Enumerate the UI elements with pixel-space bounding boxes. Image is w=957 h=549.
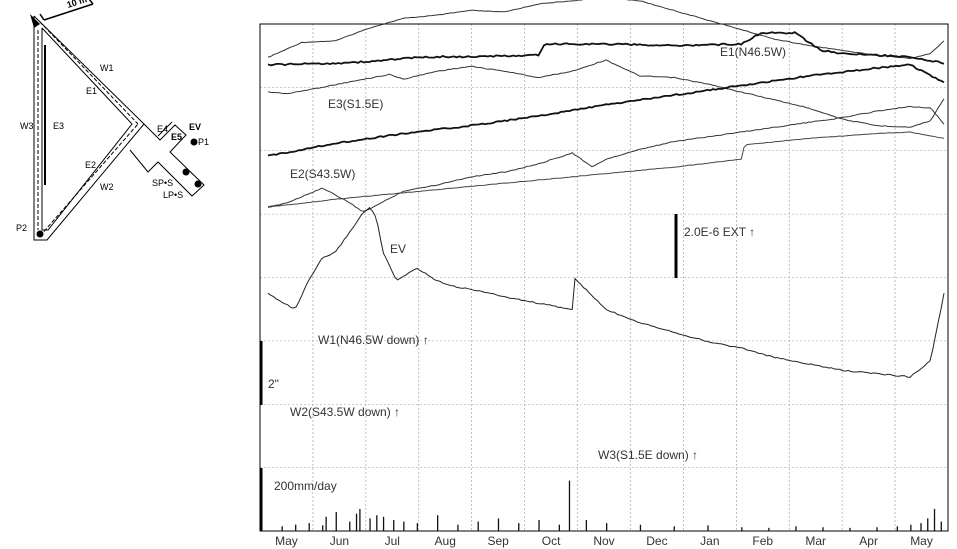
x-axis-ticks: May Jun Jul Aug Sep Oct Nov Dec Jan Feb Mar Apr May: [275, 534, 933, 548]
rain-bar: [920, 523, 922, 531]
map-label-w2: W2: [100, 182, 114, 192]
rain-bar: [558, 524, 560, 531]
rain-bar: [369, 518, 371, 531]
rainfall-bars: [281, 480, 942, 531]
x-tick-label: Feb: [752, 534, 773, 548]
series-line: [267, 131, 945, 208]
map-label-lp: LP•S: [163, 190, 183, 200]
rain-bar: [585, 519, 588, 531]
rain-bar: [606, 523, 608, 531]
rain-bar: [308, 523, 310, 531]
rain-bar: [896, 526, 898, 531]
series-label: W3(S1.5E down) ↑: [598, 448, 698, 462]
map-label-e2: E2: [85, 160, 96, 170]
x-tick-label: Mar: [805, 534, 826, 548]
rain-bar: [927, 518, 929, 531]
rain-bar: [876, 527, 878, 531]
rain-bar: [355, 513, 358, 531]
strain-scale-label: 2.0E-6 EXT ↑: [684, 225, 755, 239]
series-labels: E1(N46.5W) E3(S1.5E) E2(S43.5W) EV W1(N46.5W…: [290, 45, 786, 462]
x-tick-label: Jul: [385, 534, 400, 548]
rain-bar: [322, 525, 324, 531]
x-tick-label: Sep: [487, 534, 509, 548]
map-label-e1: E1: [86, 86, 97, 96]
map-label-e4: E4: [157, 124, 168, 134]
rain-bar: [416, 523, 419, 531]
rain-bar: [376, 515, 378, 531]
x-tick-label: Oct: [542, 534, 561, 548]
rain-bar: [335, 512, 337, 531]
x-tick-label: May: [910, 534, 933, 548]
x-tick-label: May: [275, 534, 298, 548]
series-label: W2(S43.5W down) ↑: [290, 405, 400, 419]
rain-bar: [639, 524, 642, 531]
rain-bar: [325, 516, 327, 531]
rain-bar: [849, 527, 851, 531]
rain-bar: [933, 508, 936, 531]
map-label-e3: E3: [53, 121, 64, 131]
series-label: E2(S43.5W): [290, 167, 355, 181]
series-label: E3(S1.5E): [328, 97, 383, 111]
series-label: E1(N46.5W): [720, 45, 786, 59]
sp-marker: [182, 168, 190, 176]
rain-bar: [457, 524, 459, 531]
rain-bar: [393, 519, 395, 531]
rain-bar: [477, 521, 479, 531]
site-map: 10 m W1 E1 W3 E3 E4 E5 EV P1 E2 W2 SP•S …: [16, 0, 209, 241]
rain-bar: [707, 525, 709, 531]
lp-marker: [194, 180, 202, 188]
series-line: [267, 31, 945, 67]
x-tick-label: Apr: [859, 534, 878, 548]
rain-bar: [910, 524, 912, 531]
series-line: [267, 207, 945, 378]
map-label-ev: EV: [189, 122, 201, 132]
x-tick-label: Jun: [330, 534, 349, 548]
map-label-w1: W1: [100, 63, 114, 73]
map-label-p1: P1: [198, 137, 209, 147]
series-label: EV: [390, 242, 406, 256]
plot-frame: [259, 23, 949, 532]
map-label-w3: W3: [20, 121, 34, 131]
rain-bar: [822, 527, 824, 531]
rain-bar: [795, 526, 797, 531]
p1-marker: [190, 138, 198, 146]
rain-bar: [497, 518, 500, 531]
rain-bar: [673, 526, 675, 531]
x-tick-label: Jan: [700, 534, 719, 548]
rain-bar: [741, 527, 743, 531]
series-label: W1(N46.5W down) ↑: [318, 333, 429, 347]
map-label-sp: SP•S: [152, 178, 173, 188]
entrance-marker: [30, 14, 40, 28]
scale-bar: 10 m: [39, 0, 94, 21]
x-tick-label: Nov: [593, 534, 614, 548]
map-label-p2: P2: [16, 223, 27, 233]
rain-bar: [281, 526, 283, 531]
rain-bar: [437, 515, 439, 531]
series-line: [267, 0, 945, 60]
scale-label: 10 m: [66, 0, 89, 10]
rain-bar: [768, 527, 770, 531]
x-tick-label: Aug: [435, 534, 456, 548]
rain-bar: [382, 516, 385, 531]
rain-bar: [349, 521, 351, 531]
tunnel-outline: [33, 15, 205, 241]
rain-bar: [518, 523, 520, 531]
rain-bar: [359, 508, 361, 531]
x-tick-label: Dec: [646, 534, 667, 548]
rain-bar: [403, 521, 405, 531]
tilt-scale-label: 2": [268, 377, 279, 391]
series-line: [267, 63, 945, 157]
rain-bar: [940, 521, 942, 531]
rain-scale-label: 200mm/day: [274, 479, 337, 493]
map-label-e5: E5: [171, 132, 182, 142]
series-line: [267, 105, 945, 212]
rain-bar: [295, 524, 297, 531]
rain-bar: [568, 480, 571, 531]
series-layer: [267, 0, 945, 378]
series-line: [267, 59, 945, 128]
grid: [259, 24, 949, 531]
p2-marker: [36, 230, 44, 238]
rain-bar: [538, 519, 540, 531]
